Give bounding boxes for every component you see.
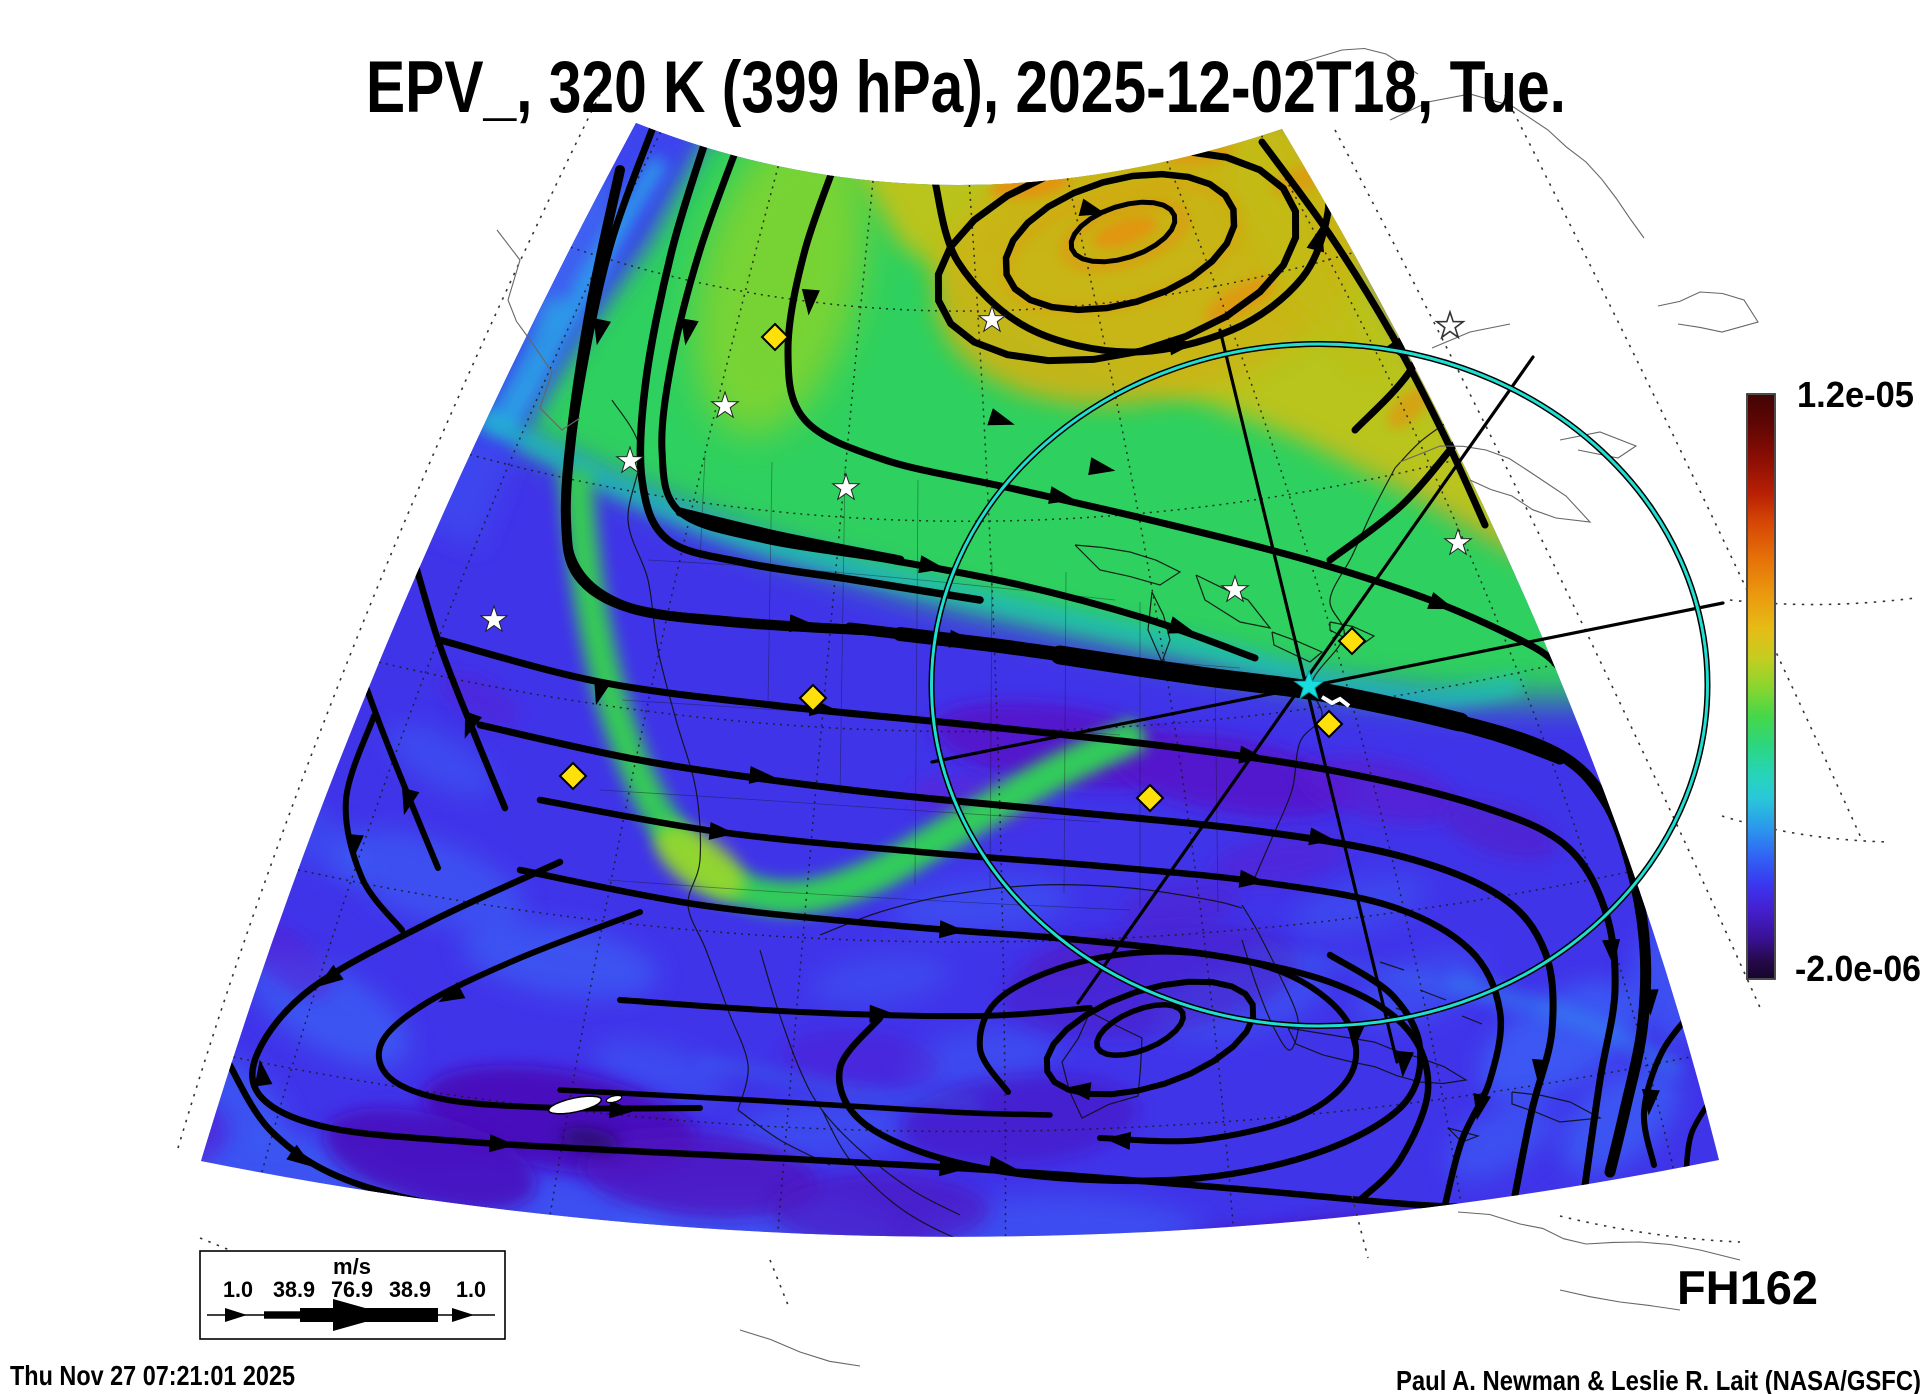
svg-text:m/s: m/s [333, 1254, 371, 1279]
svg-text:1.0: 1.0 [223, 1277, 253, 1302]
svg-text:38.9: 38.9 [273, 1277, 315, 1302]
svg-text:EPV_, 320 K (399 hPa), 2025-12: EPV_, 320 K (399 hPa), 2025-12-02T18, Tu… [366, 47, 1566, 128]
svg-text:-2.0e-06: -2.0e-06 [1795, 948, 1921, 989]
svg-text:76.9: 76.9 [331, 1277, 373, 1302]
svg-text:38.9: 38.9 [389, 1277, 431, 1302]
svg-text:FH162: FH162 [1677, 1261, 1818, 1314]
svg-text:1.2e-05: 1.2e-05 [1797, 374, 1914, 415]
svg-text:Paul A. Newman & Leslie R. Lai: Paul A. Newman & Leslie R. Lait (NASA/GS… [1396, 1365, 1921, 1394]
svg-text:1.0: 1.0 [456, 1277, 486, 1302]
svg-text:Thu Nov 27 07:21:01 2025: Thu Nov 27 07:21:01 2025 [10, 1360, 295, 1391]
